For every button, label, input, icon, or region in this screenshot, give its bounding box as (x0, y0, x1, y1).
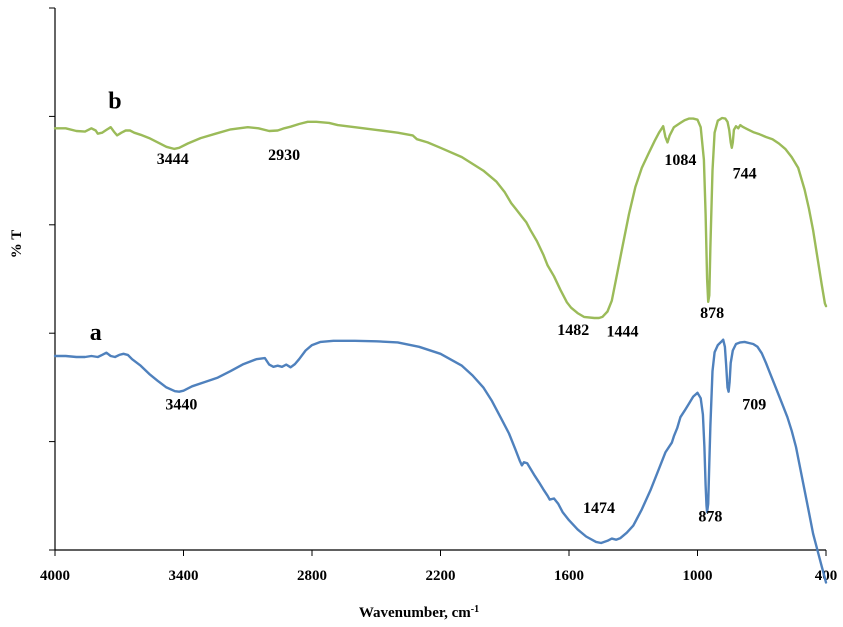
series-line-b (53, 116, 828, 320)
x-ticks: 4000 3400 2800 2200 1600 1000 400 (40, 550, 837, 584)
peak-label-1: 2930 (268, 147, 300, 164)
x-tick-label-5: 1000 (683, 568, 713, 584)
peak-label-10: 709 (742, 397, 766, 414)
peak-label-3: 744 (733, 166, 757, 183)
x-tick-label-4: 1600 (554, 568, 584, 584)
x-tick-label-2: 2800 (297, 568, 327, 584)
peak-label-0: 3444 (157, 151, 189, 168)
peak-label-6: 1444 (607, 323, 639, 340)
series-layer: ba (53, 88, 828, 584)
peak-label-7: 3440 (165, 397, 197, 414)
x-tick-label-0: 4000 (40, 568, 70, 584)
series-line-a (53, 338, 828, 584)
y-axis-title: % T (9, 230, 25, 258)
x-axis-title: Wavenumber, cm-1 (359, 604, 479, 622)
y-ticks (49, 7, 55, 551)
peak-label-4: 878 (700, 305, 724, 322)
peak-label-8: 1474 (583, 500, 615, 517)
peak-label-5: 1482 (557, 322, 589, 339)
series-tag-b: b (108, 88, 121, 114)
annotation-layer: 3444 2930 1084 744 878 1482 1444 3440 1474 878 709 (157, 147, 766, 526)
x-tick-label-3: 2200 (426, 568, 456, 584)
peak-label-9: 878 (698, 508, 722, 525)
x-axis-title-text: Wavenumber, cm (359, 605, 471, 621)
x-tick-label-6: 400 (815, 568, 838, 584)
series-tag-a: a (90, 320, 102, 346)
peak-label-2: 1084 (664, 152, 696, 169)
x-tick-label-1: 3400 (169, 568, 199, 584)
x-axis-title-superscript: -1 (471, 604, 479, 615)
